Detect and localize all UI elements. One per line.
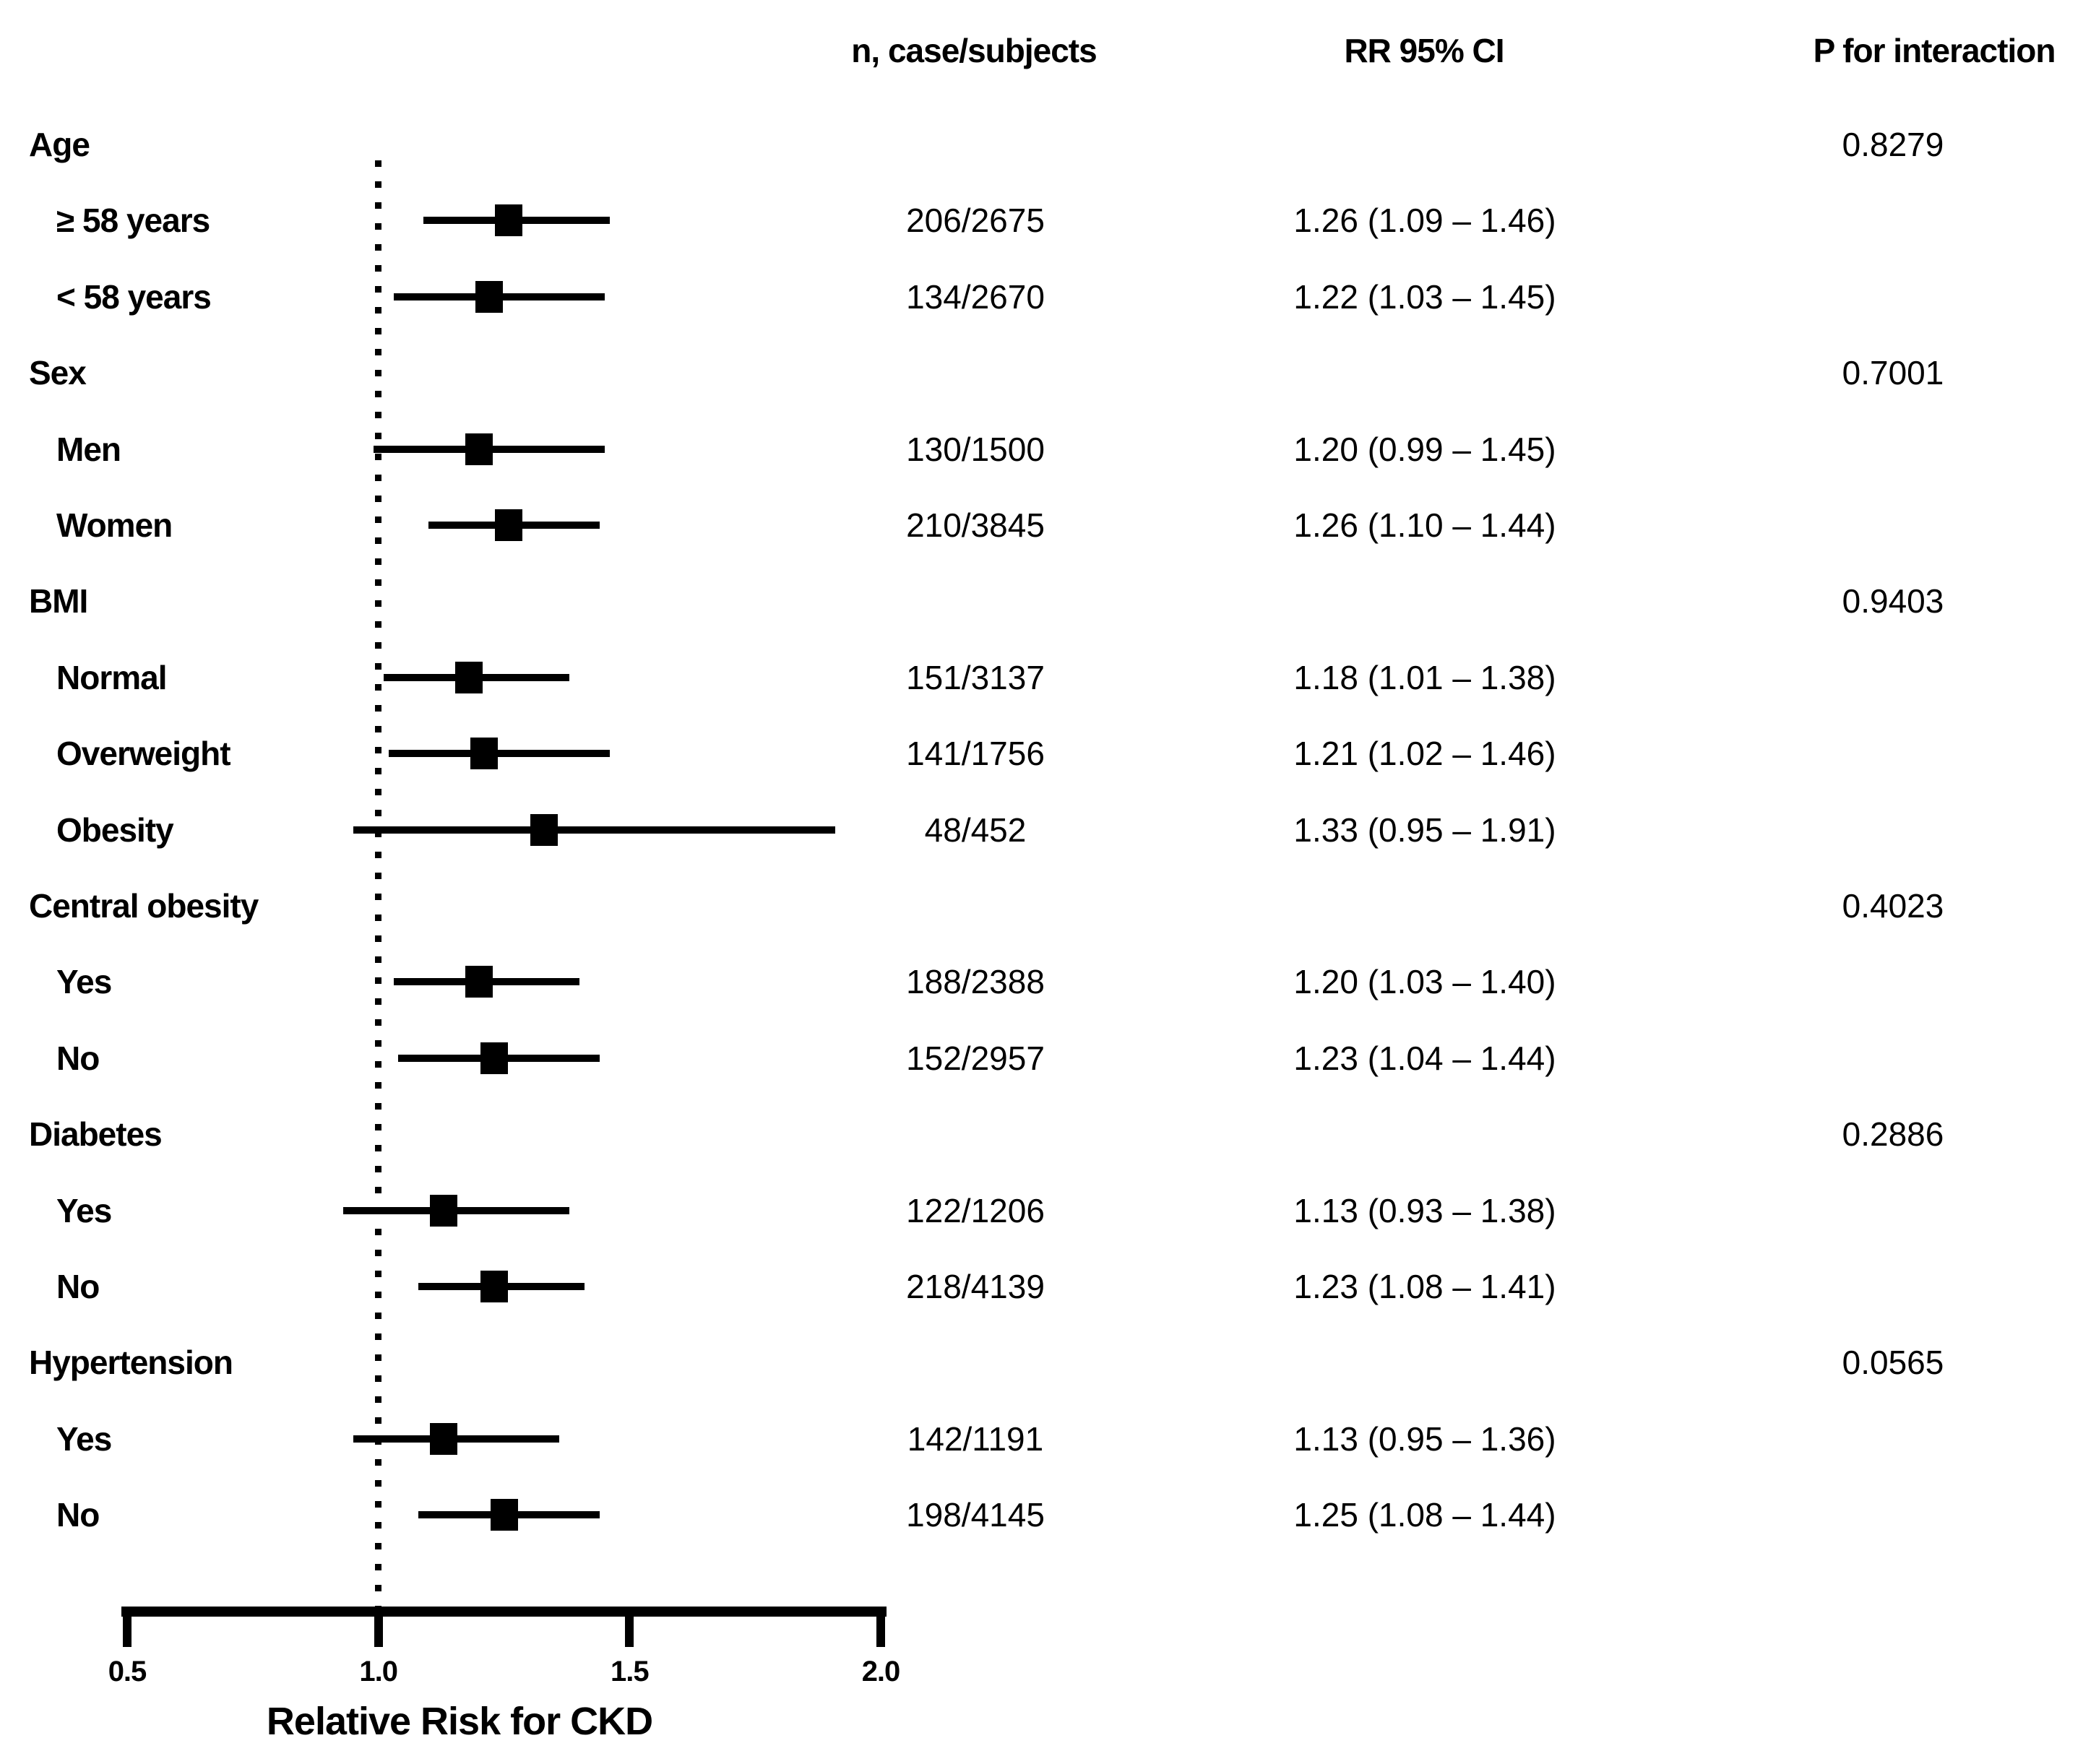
x-axis-tick (123, 1607, 131, 1647)
column-header-n-case-subjects: n, case/subjects (851, 32, 1097, 69)
subgroup-label: No (56, 1268, 100, 1305)
rr-ci-value: 1.13 (0.95 – 1.36) (1293, 1419, 1556, 1458)
rr-ci-value: 1.20 (1.03 – 1.40) (1293, 963, 1556, 1001)
x-axis-title: Relative Risk for CKD (266, 1700, 653, 1743)
rr-ci-value: 1.22 (1.03 – 1.45) (1293, 277, 1556, 316)
x-axis-tick (374, 1607, 383, 1647)
rr-ci-value: 1.26 (1.09 – 1.46) (1293, 202, 1556, 240)
n-case-subjects-value: 152/2957 (906, 1039, 1045, 1077)
point-estimate-marker (495, 509, 523, 541)
p-interaction-value: 0.8279 (1842, 126, 1944, 163)
point-estimate-marker (465, 966, 493, 998)
n-case-subjects-value: 206/2675 (906, 202, 1045, 240)
subgroup-label: Obesity (56, 810, 174, 849)
rr-ci-value: 1.20 (0.99 – 1.45) (1293, 430, 1556, 468)
point-estimate-marker (490, 1499, 518, 1531)
subgroup-label: Yes (56, 963, 112, 1001)
section-label: Diabetes (29, 1115, 163, 1154)
subgroup-label: Men (56, 430, 121, 468)
rr-ci-value: 1.23 (1.08 – 1.41) (1293, 1268, 1556, 1305)
x-axis-tick-label: 1.0 (359, 1656, 398, 1687)
section-label: BMI (29, 582, 88, 621)
point-estimate-marker (480, 1042, 508, 1074)
x-axis-tick-label: 1.5 (611, 1656, 650, 1687)
n-case-subjects-value: 151/3137 (906, 658, 1045, 696)
p-interaction-value: 0.9403 (1842, 582, 1944, 621)
p-interaction-value: 0.2886 (1842, 1115, 1944, 1154)
rr-ci-value: 1.13 (0.93 – 1.38) (1293, 1191, 1556, 1229)
point-estimate-marker (454, 661, 483, 693)
subgroup-label: No (56, 1496, 100, 1534)
subgroup-label: < 58 years (56, 277, 212, 316)
x-axis-tick-label: 2.0 (861, 1656, 901, 1687)
subgroup-label: Women (56, 506, 173, 544)
x-axis-tick-label: 0.5 (108, 1656, 147, 1687)
rr-ci-value: 1.25 (1.08 – 1.44) (1293, 1496, 1556, 1534)
n-case-subjects-value: 210/3845 (906, 506, 1045, 544)
point-estimate-marker (480, 1271, 508, 1302)
ci-line (388, 750, 610, 758)
point-estimate-marker (495, 204, 523, 237)
p-interaction-value: 0.7001 (1842, 354, 1944, 392)
p-interaction-value: 0.4023 (1842, 887, 1944, 925)
subgroup-label: Normal (56, 658, 167, 696)
n-case-subjects-value: 130/1500 (906, 430, 1045, 468)
subgroup-label: Yes (56, 1191, 112, 1229)
p-interaction-value: 0.0565 (1842, 1344, 1944, 1382)
n-case-subjects-value: 48/452 (924, 810, 1027, 849)
column-header-p-for-interaction: P for interaction (1813, 32, 2056, 69)
column-header-rr-95-ci: RR 95% CI (1344, 32, 1504, 69)
ci-line (353, 826, 836, 834)
rr-ci-value: 1.33 (0.95 – 1.91) (1293, 810, 1556, 849)
reference-line-rr-1 (375, 160, 382, 1607)
n-case-subjects-value: 142/1191 (907, 1419, 1044, 1458)
x-axis-tick (625, 1607, 634, 1647)
rr-ci-value: 1.18 (1.01 – 1.38) (1293, 658, 1556, 696)
section-label: Sex (29, 354, 87, 392)
n-case-subjects-value: 141/1756 (906, 735, 1045, 773)
n-case-subjects-value: 134/2670 (906, 277, 1045, 316)
point-estimate-marker (470, 738, 498, 770)
point-estimate-marker (430, 1422, 458, 1455)
point-estimate-marker (465, 433, 493, 465)
subgroup-label: Overweight (56, 735, 231, 773)
n-case-subjects-value: 188/2388 (906, 963, 1045, 1001)
rr-ci-value: 1.26 (1.10 – 1.44) (1293, 506, 1556, 544)
point-estimate-marker (475, 280, 503, 313)
subgroup-label: Yes (56, 1419, 112, 1458)
section-label: Hypertension (29, 1344, 233, 1382)
rr-ci-value: 1.21 (1.02 – 1.46) (1293, 735, 1556, 773)
n-case-subjects-value: 198/4145 (906, 1496, 1045, 1534)
subgroup-label: No (56, 1039, 100, 1077)
x-axis-tick (876, 1607, 885, 1647)
section-label: Central obesity (29, 887, 259, 925)
n-case-subjects-value: 122/1206 (906, 1191, 1045, 1229)
section-label: Age (29, 126, 90, 163)
x-axis-line (121, 1607, 887, 1617)
n-case-subjects-value: 218/4139 (906, 1268, 1045, 1305)
subgroup-label: ≥ 58 years (56, 202, 210, 240)
point-estimate-marker (430, 1194, 458, 1227)
point-estimate-marker (530, 813, 559, 846)
rr-ci-value: 1.23 (1.04 – 1.44) (1293, 1039, 1556, 1077)
